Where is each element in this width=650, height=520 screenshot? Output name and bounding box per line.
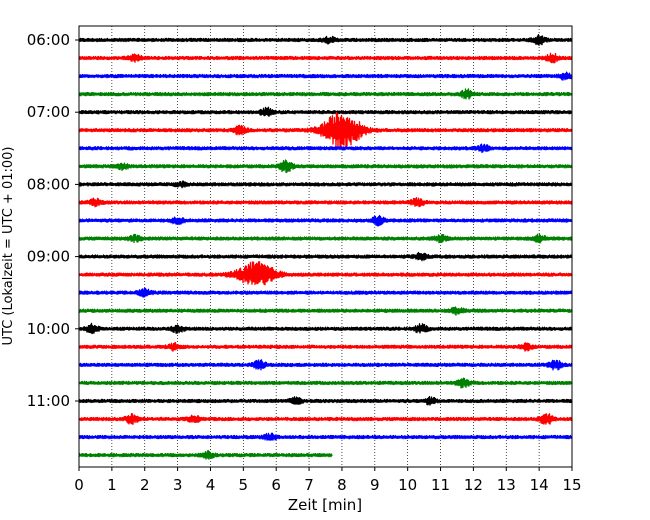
seismic-trace: [78, 306, 573, 316]
seismic-trace: [78, 159, 573, 174]
y-tick-label: 08:00: [27, 175, 70, 193]
x-tick-label: 15: [562, 476, 581, 494]
y-tick-label: 07:00: [27, 103, 70, 121]
x-tick-label: 14: [530, 476, 549, 494]
seismic-trace: [78, 322, 573, 335]
x-tick-label: 13: [497, 476, 516, 494]
x-tick-label: 5: [239, 476, 249, 494]
seismic-trace: [78, 233, 573, 244]
seismic-trace: [78, 34, 573, 46]
y-tick-label: 10:00: [27, 320, 70, 338]
seismic-trace: [78, 106, 573, 117]
x-tick-label: 1: [107, 476, 117, 494]
seismic-trace: [78, 412, 573, 425]
seismic-trace: [78, 341, 573, 352]
x-axis-ticks: 0 1 2 3 4 5 6 7 8 9 10 11 12 13 14 15: [74, 467, 582, 494]
seismic-traces: [78, 34, 573, 460]
x-tick-label: 12: [464, 476, 483, 494]
x-tick-label: 7: [304, 476, 314, 494]
seismic-trace: [78, 214, 573, 227]
seismic-trace: [78, 52, 573, 64]
y-tick-label: 06:00: [27, 31, 70, 49]
seismic-trace: [78, 450, 333, 460]
x-tick-label: 11: [431, 476, 450, 494]
seismic-trace: [78, 432, 573, 441]
x-axis-label: Zeit [min]: [288, 496, 362, 514]
seismic-trace: [78, 180, 573, 189]
seismic-trace: [78, 196, 573, 208]
x-tick-label: 4: [206, 476, 216, 494]
y-axis-ticks: 06:00 07:00 08:00 09:00 10:00 11:00: [27, 31, 79, 410]
seismic-trace: [78, 395, 573, 406]
x-tick-label: 0: [74, 476, 84, 494]
seismic-trace: [78, 261, 573, 286]
seismic-trace: [78, 287, 573, 298]
seismic-trace: [78, 88, 573, 100]
seismic-trace: [78, 359, 573, 371]
x-tick-label: 6: [271, 476, 281, 494]
y-tick-label: 11:00: [27, 392, 70, 410]
seismic-trace: [78, 251, 573, 262]
y-axis-label: UTC (Lokalzeit = UTC + 01:00): [1, 147, 16, 346]
x-tick-label: 8: [337, 476, 347, 494]
x-tick-label: 9: [370, 476, 380, 494]
plot-frame: [78, 25, 573, 468]
seismic-trace: [78, 377, 573, 389]
y-tick-label: 09:00: [27, 248, 70, 266]
x-tick-label: 10: [398, 476, 417, 494]
seismic-trace: [78, 143, 573, 154]
seismic-trace: [78, 71, 573, 81]
seismic-trace: [78, 112, 573, 150]
x-tick-label: 3: [173, 476, 183, 494]
x-tick-label: 2: [140, 476, 150, 494]
